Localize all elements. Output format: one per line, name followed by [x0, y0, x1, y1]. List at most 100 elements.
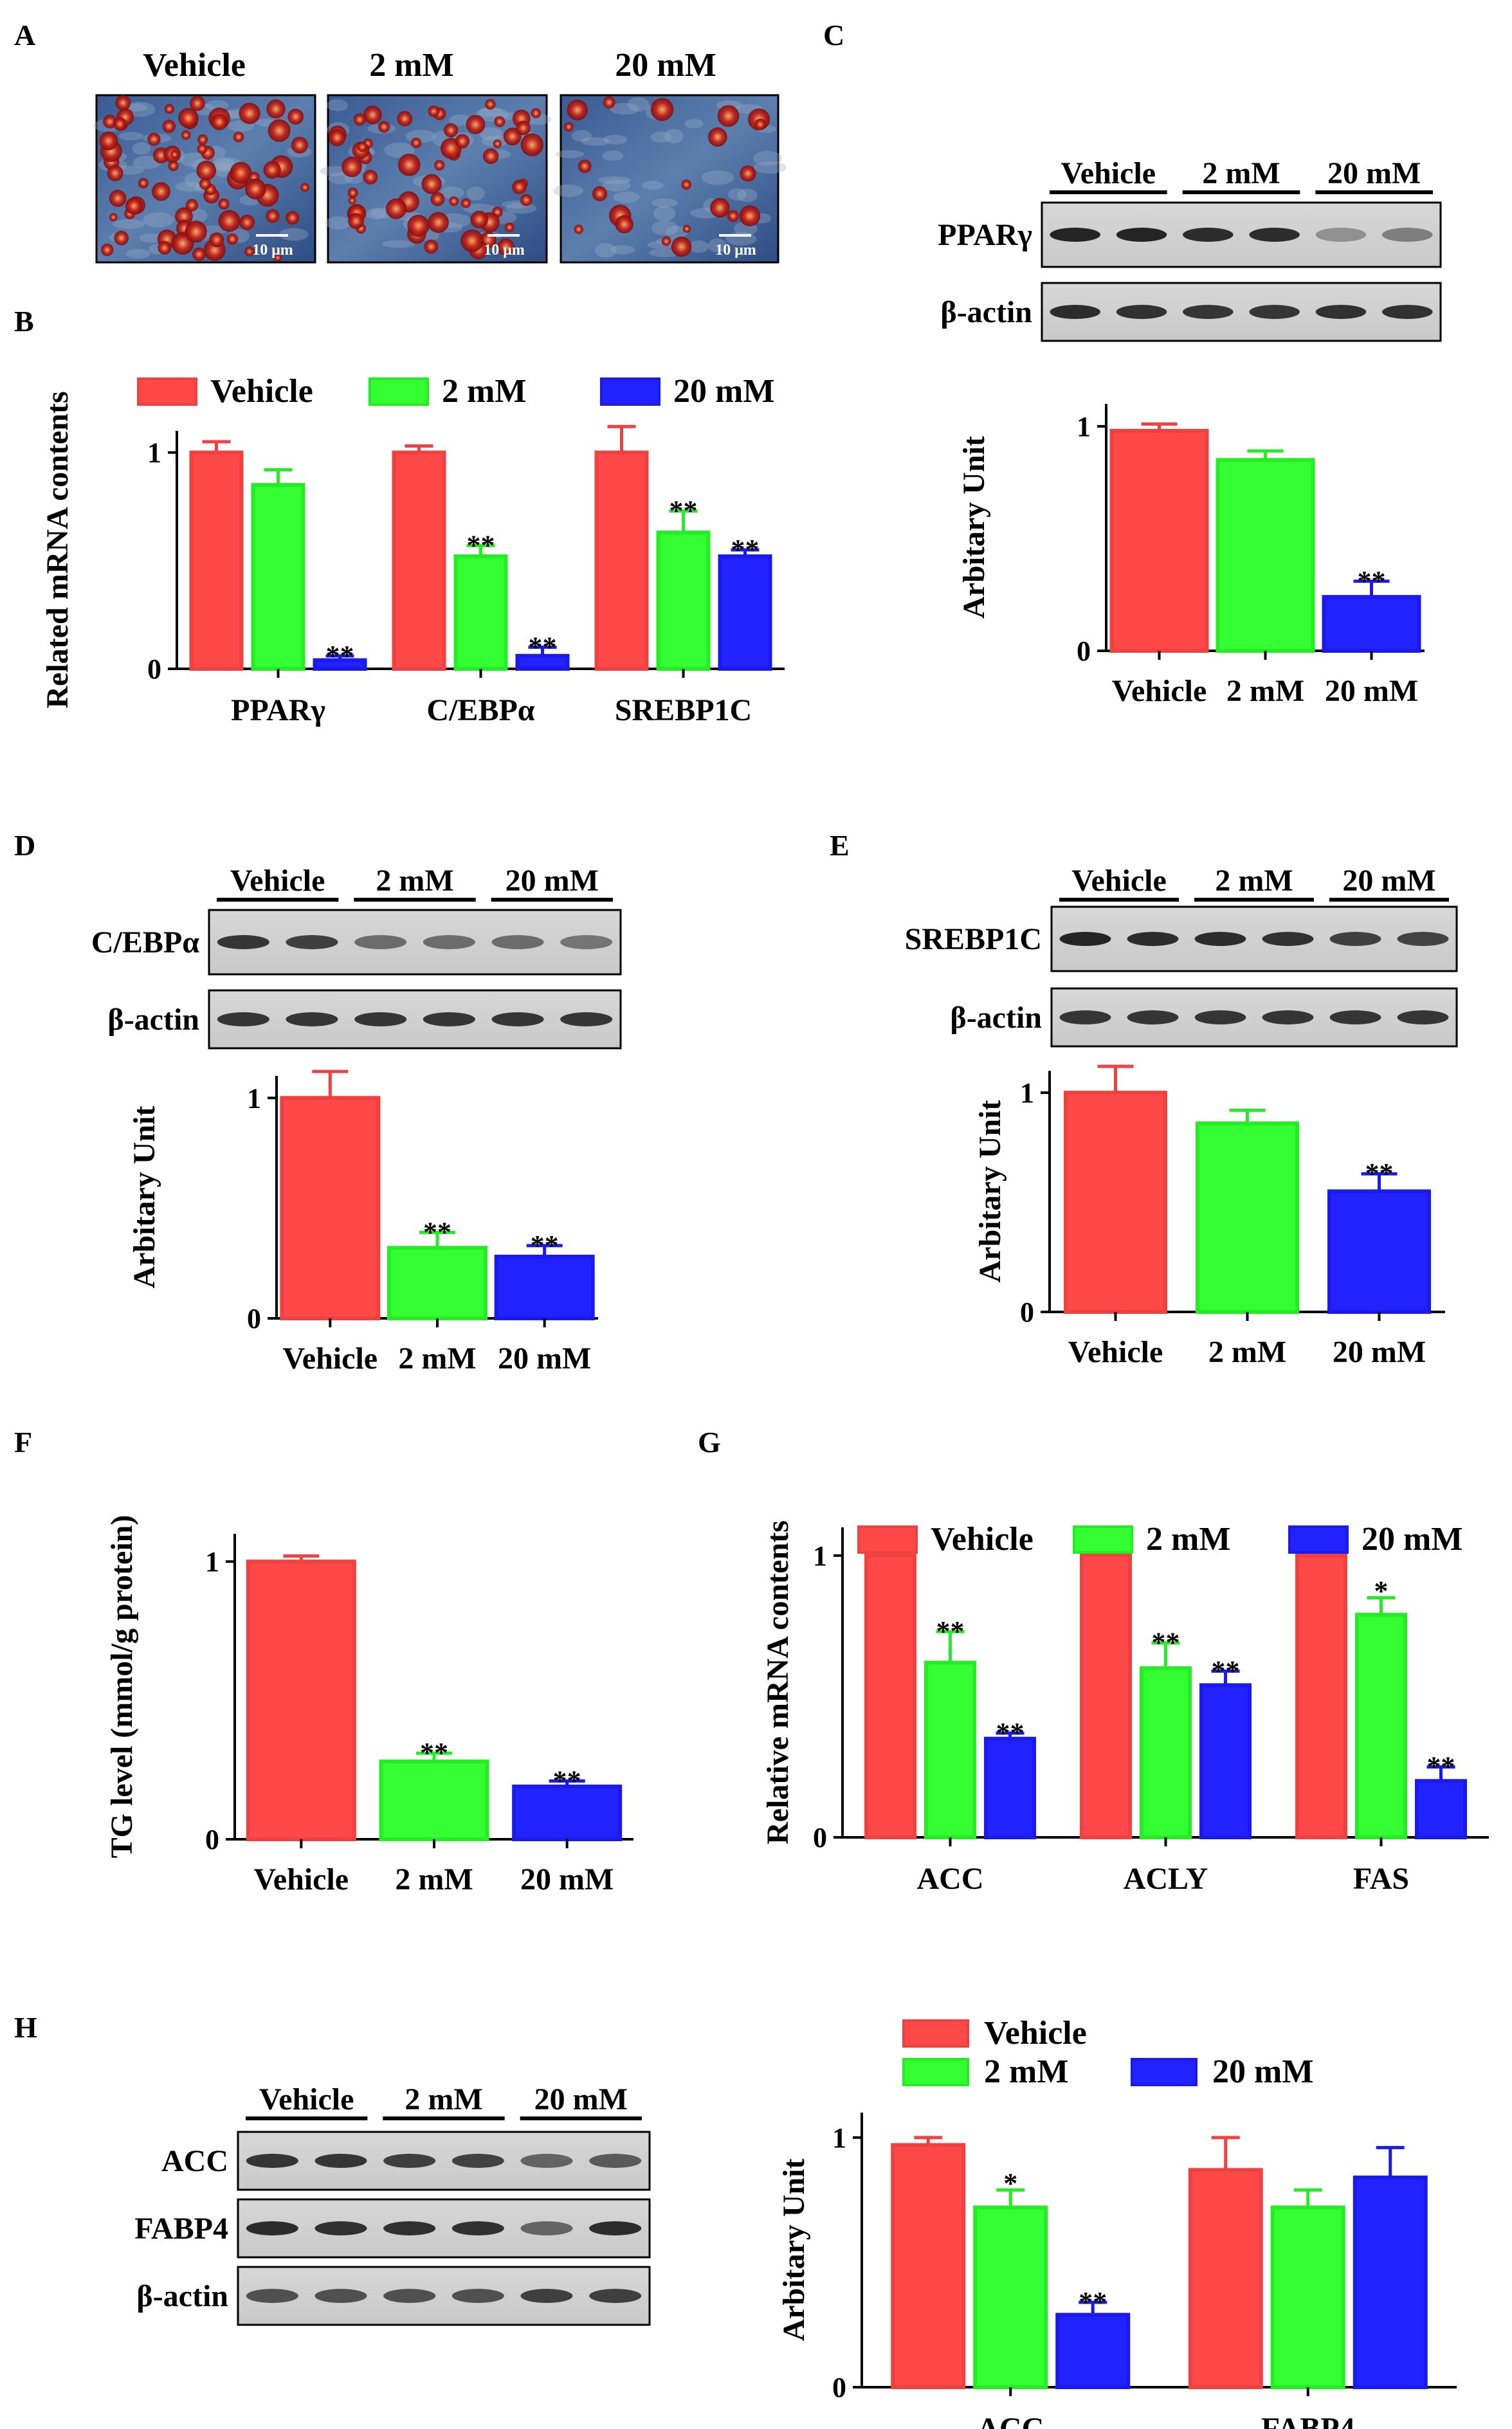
panel-label-g: G: [698, 1426, 721, 1459]
lipid-droplet: [671, 236, 692, 257]
lipid-droplet: [494, 116, 506, 127]
bar-b-2-0: [594, 450, 649, 671]
protein-band: [246, 2154, 298, 2168]
protein-band: [560, 935, 613, 949]
lipid-droplet: [378, 121, 390, 133]
lipid-droplet: [428, 105, 440, 118]
bar-g-2-2: [1415, 1779, 1467, 1839]
fibroblast-cell: [651, 221, 679, 236]
y-axis-label: Arbitary Unit: [127, 1106, 161, 1289]
bar-f-0: [246, 1560, 356, 1842]
legend-swatch: [369, 378, 429, 406]
lipid-droplet: [433, 159, 445, 171]
micrograph-20mm: 10 μm: [553, 94, 787, 264]
y-tick-label: 1: [813, 1540, 827, 1572]
x-category-label: FAS: [1353, 1862, 1409, 1896]
fibroblast-cell: [597, 176, 632, 185]
fibroblast-cell: [213, 158, 236, 172]
significance-marker: *: [1374, 1576, 1389, 1607]
fibroblast-cell: [609, 103, 640, 115]
lipid-droplet: [164, 104, 174, 114]
bar-d-1: [387, 1246, 487, 1320]
y-tick-label: 0: [813, 1822, 827, 1853]
significance-marker: **: [936, 1615, 965, 1647]
x-category-label: C/EBPα: [426, 693, 534, 727]
lipid-droplet: [226, 233, 239, 245]
lipid-droplet: [407, 214, 430, 237]
protein-band: [1050, 228, 1100, 242]
protein-band: [1059, 1010, 1111, 1024]
lipid-droplet: [385, 198, 407, 219]
protein-band: [520, 2221, 573, 2235]
lipid-droplet: [503, 127, 522, 146]
western-blot-d: Vehicle 2 mM 20 mM C/EBPα β-actin: [91, 864, 622, 1050]
y-tick-label: 0: [832, 2372, 846, 2403]
bar-g-1-0: [1080, 1553, 1132, 1839]
lane-label: 2 mM: [376, 864, 453, 898]
significance-marker: **: [996, 1717, 1025, 1749]
lipid-droplet: [504, 223, 515, 232]
lipid-droplet: [197, 143, 208, 154]
fibroblast-cell: [610, 245, 635, 255]
bar-b-2-1: [656, 531, 711, 671]
legend-label: 20 mM: [673, 373, 774, 410]
lipid-droplet: [428, 212, 449, 233]
y-tick-label: 1: [205, 1546, 219, 1578]
lipid-droplet: [682, 224, 691, 233]
blot-row-label: ACC: [161, 2144, 228, 2178]
x-category-label: FABP4: [1261, 2412, 1355, 2429]
lipid-droplet: [650, 98, 674, 121]
lipid-droplet: [661, 236, 671, 246]
significance-marker: *: [1003, 2167, 1017, 2199]
bar-g-2-1: [1355, 1612, 1407, 1840]
significance-marker: **: [529, 631, 557, 662]
lipid-droplet: [497, 238, 515, 256]
blot-row-label: SREBP1C: [905, 922, 1042, 956]
lane-label: 2 mM: [1202, 156, 1280, 190]
lipid-droplet: [357, 141, 368, 152]
protein-band: [423, 935, 475, 949]
lipid-droplet: [300, 183, 310, 192]
fibroblast-cell: [752, 150, 782, 166]
lipid-droplet: [100, 243, 114, 257]
lipid-droplet: [363, 105, 382, 124]
micrograph-vehicle: 10 μm: [93, 94, 316, 264]
lipid-droplet: [99, 131, 118, 150]
protein-band: [1329, 932, 1381, 946]
blot-row-label: PPARγ: [938, 218, 1032, 252]
protein-band: [1262, 932, 1314, 946]
protein-band: [1329, 1010, 1381, 1024]
legend-label: 20 mM: [1212, 2053, 1313, 2090]
significance-marker: **: [423, 1216, 451, 1248]
legend-swatch: [857, 1525, 918, 1554]
lipid-droplet: [273, 253, 282, 262]
bar-c-1: [1216, 458, 1315, 653]
protein-band: [314, 2154, 367, 2168]
x-category-label: 20 mM: [520, 1862, 614, 1897]
lipid-droplet: [244, 246, 255, 257]
protein-band: [217, 1012, 269, 1026]
lipid-droplet: [170, 150, 179, 159]
lipid-droplet: [196, 160, 217, 181]
blot-strip: [208, 989, 622, 1050]
x-category-label: 20 mM: [498, 1342, 591, 1376]
legend-label: 2 mM: [442, 373, 526, 410]
lipid-droplet: [185, 221, 207, 243]
lipid-droplet: [592, 186, 608, 201]
lipid-droplet: [363, 169, 378, 185]
micrograph-title-20mm: 20 mM: [615, 47, 716, 84]
lane-label: 20 mM: [1342, 864, 1435, 898]
blot-strip: [1050, 905, 1458, 972]
fibroblast-cell: [127, 103, 147, 112]
fibroblast-cell: [753, 161, 787, 174]
lipid-droplet: [470, 210, 488, 228]
protein-band: [246, 2289, 298, 2303]
lipid-droplet: [410, 138, 422, 149]
protein-band: [1397, 932, 1449, 946]
bar-h-1-0: [1188, 2168, 1263, 2389]
bar-b-1-2: [515, 653, 570, 671]
